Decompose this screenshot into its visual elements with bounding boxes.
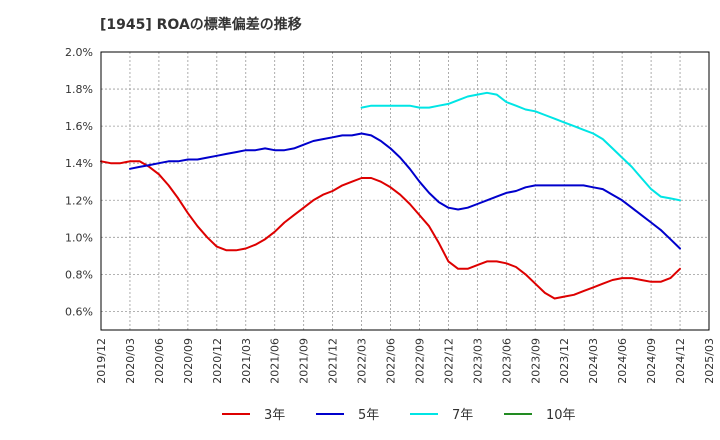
y-tick-label: 1.2% — [65, 194, 93, 207]
chart-title: [1945] ROAの標準偏差の推移 — [100, 17, 302, 33]
x-tick-label: 2021/03 — [240, 338, 253, 384]
series-line-7年 — [360, 91, 681, 202]
y-tick-label: 2.0% — [65, 46, 93, 59]
x-tick-label: 2022/06 — [385, 338, 398, 384]
legend-label-3年: 3年 — [264, 408, 285, 423]
y-axis-ticks: 0.6% 0.8% 1.0% 1.2% 1.4% 1.6% 1.8% 2.0% — [65, 46, 93, 318]
x-tick-label: 2024/03 — [587, 338, 600, 384]
y-tick-label: 1.6% — [65, 120, 93, 133]
x-tick-label: 2021/12 — [327, 338, 340, 384]
x-tick-label: 2024/06 — [616, 338, 629, 384]
x-tick-label: 2024/12 — [674, 338, 687, 384]
x-tick-label: 2023/03 — [471, 338, 484, 384]
x-tick-label: 2021/09 — [298, 338, 311, 384]
x-tick-label: 2023/12 — [558, 338, 571, 384]
x-tick-label: 2022/09 — [413, 338, 426, 384]
series-line-3年 — [100, 160, 681, 300]
x-axis-ticks: 2019/12 2020/03 2020/06 2020/09 2020/12 2021/… — [95, 338, 716, 384]
x-tick-label: 2023/09 — [529, 338, 542, 384]
y-tick-label: 1.4% — [65, 157, 93, 170]
legend-label-10年: 10年 — [546, 408, 576, 423]
x-tick-label: 2020/09 — [182, 338, 195, 384]
plot-area-border — [100, 51, 710, 331]
y-tick-label: 0.8% — [65, 268, 93, 281]
x-tick-label: 2020/06 — [153, 338, 166, 384]
x-tick-label: 2022/12 — [442, 338, 455, 384]
x-tick-label: 2020/12 — [211, 338, 224, 384]
legend-label-5年: 5年 — [358, 408, 379, 423]
x-tick-label: 2019/12 — [95, 338, 108, 384]
x-tick-label: 2020/03 — [124, 338, 137, 384]
x-tick-label: 2021/06 — [269, 338, 282, 384]
y-tick-label: 1.8% — [65, 83, 93, 96]
y-tick-label: 1.0% — [65, 231, 93, 244]
series-line-5年 — [129, 132, 681, 250]
series-layer — [100, 91, 681, 300]
legend-label-7年: 7年 — [452, 408, 473, 423]
legend: 3年 5年 7年 10年 — [222, 408, 576, 423]
x-tick-label: 2024/09 — [645, 338, 658, 384]
x-tick-label: 2023/06 — [500, 338, 513, 384]
y-tick-label: 0.6% — [65, 305, 93, 318]
x-tick-label: 2022/03 — [356, 338, 369, 384]
x-tick-label: 2025/03 — [703, 338, 716, 384]
grid-layer — [101, 51, 709, 330]
